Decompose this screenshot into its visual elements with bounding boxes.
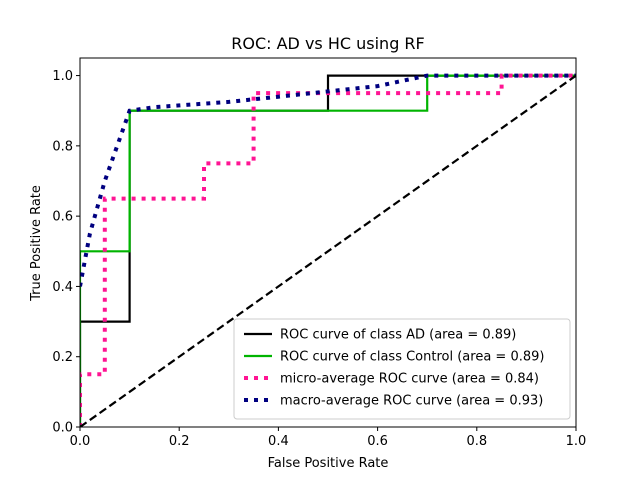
y-tick-label: 0.8 [52, 139, 73, 154]
legend-label: macro-average ROC curve (area = 0.93) [280, 394, 543, 409]
x-tick-label: 0.2 [169, 434, 190, 449]
y-tick-label: 0.6 [52, 210, 73, 225]
legend: ROC curve of class AD (area = 0.89) ROC c… [233, 318, 571, 420]
y-tick-label: 1.0 [52, 69, 73, 84]
legend-label: ROC curve of class Control (area = 0.89) [280, 350, 544, 365]
x-tick-label: 0.8 [466, 434, 487, 449]
series-line-4 [80, 74, 576, 427]
y-axis-label: True Positive Rate [29, 185, 44, 302]
plot-frame [79, 57, 577, 428]
x-axis-label: False Positive Rate [268, 456, 389, 471]
chart-title: ROC: AD vs HC using RF [231, 34, 425, 53]
y-tick-label: 0.4 [52, 280, 73, 295]
legend-label: ROC curve of class AD (area = 0.89) [280, 328, 516, 343]
legend-box [233, 318, 571, 420]
x-tick-label: 0.6 [367, 434, 388, 449]
x-tick-label: 0.0 [70, 434, 91, 449]
x-tick-label: 1.0 [566, 434, 587, 449]
axes: 0.0 0.2 0.4 0.6 0.8 1.0 0.0 0.2 0.4 0.6 0.8 1.0 [52, 57, 587, 449]
series-line-3 [80, 73, 576, 287]
plot-area [80, 73, 576, 427]
x-tick-label: 0.4 [268, 434, 289, 449]
series-line-2 [80, 73, 576, 427]
y-tick-label: 0.2 [52, 350, 73, 365]
legend-label: micro-average ROC curve (area = 0.84) [280, 372, 539, 387]
y-tick-label: 0.0 [52, 421, 73, 436]
